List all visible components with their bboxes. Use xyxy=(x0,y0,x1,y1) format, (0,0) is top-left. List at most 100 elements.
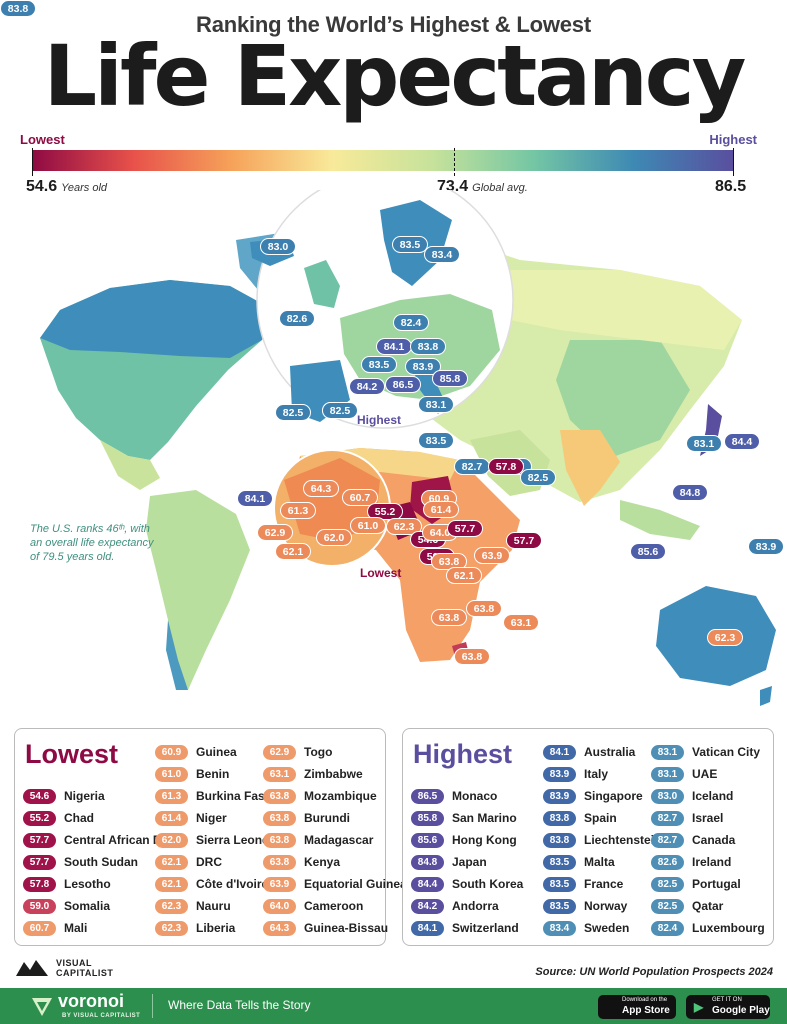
ranking-row: 62.9 Togo xyxy=(263,743,332,761)
ranking-row: 57.7 South Sudan xyxy=(23,853,138,871)
country-name: Niger xyxy=(196,811,227,825)
country-name: Burundi xyxy=(304,811,350,825)
chile-shape xyxy=(166,620,188,690)
map-value-label: 82.5 xyxy=(322,402,358,419)
value-badge: 62.9 xyxy=(263,744,296,760)
map-value-label: 86.5 xyxy=(385,376,421,393)
map-value-label: 85.8 xyxy=(432,370,468,387)
value-badge: 57.8 xyxy=(23,876,56,892)
ranking-row: 55.2 Chad xyxy=(23,809,94,827)
map-value-label: 63.1 xyxy=(503,614,539,631)
color-scale-bar xyxy=(32,150,734,171)
ranking-row: 63.8 Madagascar xyxy=(263,831,373,849)
value-badge: 57.7 xyxy=(23,854,56,870)
map-value-label: 61.3 xyxy=(280,502,316,519)
map-value-label: 83.0 xyxy=(260,238,296,255)
map-value-label: 84.1 xyxy=(237,490,273,507)
lowest-panel-title: Lowest xyxy=(25,739,119,769)
footer-tagline: Where Data Tells the Story xyxy=(168,998,311,1012)
country-name: Israel xyxy=(692,811,724,825)
value-badge: 63.8 xyxy=(263,788,296,804)
map-value-label: 62.9 xyxy=(257,524,293,541)
ranking-row: 82.7 Israel xyxy=(651,809,723,827)
ranking-row: 83.5 Norway xyxy=(543,897,627,915)
map-value-label: 83.1 xyxy=(418,396,454,413)
us-note: The U.S. ranks 46ᵗʰ, with an overall lif… xyxy=(30,523,154,563)
map-value-label: 82.5 xyxy=(275,404,311,421)
ranking-row: 85.8 San Marino xyxy=(411,809,517,827)
world-map xyxy=(40,190,776,706)
map-value-label: 63.8 xyxy=(466,600,502,617)
scale-avg: 73.4 Global avg. xyxy=(437,178,528,195)
source-note: Source: UN World Population Prospects 20… xyxy=(535,966,773,978)
value-badge: 83.4 xyxy=(543,920,576,936)
scale-avg-tick xyxy=(454,148,455,176)
country-name: Sierra Leone xyxy=(196,833,269,847)
country-name: Cameroon xyxy=(304,899,364,913)
value-badge: 63.8 xyxy=(263,832,296,848)
app-store-button[interactable]: Download on the App Store xyxy=(598,995,676,1019)
ranking-row: 84.1 Switzerland xyxy=(411,919,519,937)
india-shape xyxy=(560,430,620,506)
footer-divider xyxy=(152,994,153,1018)
map-value-label: 61.0 xyxy=(350,517,386,534)
value-badge: 83.8 xyxy=(543,832,576,848)
ranking-row: 61.4 Niger xyxy=(155,809,227,827)
country-name: Kenya xyxy=(304,855,341,869)
ranking-row: 62.3 Liberia xyxy=(155,919,235,937)
country-name: Vatican City xyxy=(692,745,761,759)
value-badge: 84.1 xyxy=(543,744,576,760)
value-badge: 60.9 xyxy=(155,744,188,760)
country-name: Hong Kong xyxy=(452,833,517,847)
value-badge: 82.7 xyxy=(651,832,684,848)
value-badge: 63.1 xyxy=(263,766,296,782)
ranking-row: 61.0 Benin xyxy=(155,765,229,783)
ranking-row: 83.1 UAE xyxy=(651,765,717,783)
ranking-row: 64.0 Cameroon xyxy=(263,897,363,915)
value-badge: 55.2 xyxy=(23,810,56,826)
value-badge: 84.8 xyxy=(411,854,444,870)
value-badge: 64.3 xyxy=(263,920,296,936)
ranking-row: 61.3 Burkina Faso xyxy=(155,787,272,805)
value-badge: 82.5 xyxy=(651,876,684,892)
value-badge: 86.5 xyxy=(411,788,444,804)
ranking-row: 62.1 DRC xyxy=(155,853,222,871)
country-name: Malta xyxy=(584,855,615,869)
country-name: Italy xyxy=(584,767,609,781)
country-name: South Sudan xyxy=(64,855,138,869)
ranking-row: 83.0 Iceland xyxy=(651,787,733,805)
footer-bar: voronoi BY VISUAL CAPITALIST Where Data … xyxy=(0,988,787,1024)
google-play-button[interactable]: GET IT ON Google Play ▶ xyxy=(686,995,770,1019)
country-name: Somalia xyxy=(64,899,111,913)
map-value-label: 63.8 xyxy=(454,648,490,665)
map-value-label: 83.5 xyxy=(418,432,454,449)
ranking-row: 60.7 Mali xyxy=(23,919,87,937)
value-badge: 82.7 xyxy=(651,810,684,826)
highest-panel: Highest 86.5 Monaco 85.8 San Marino 85.6 Hong… xyxy=(402,728,774,946)
country-name: Monaco xyxy=(452,789,498,803)
russia-shape xyxy=(500,270,742,350)
ranking-row: 63.8 Kenya xyxy=(263,853,340,871)
map-value-label: 82.4 xyxy=(393,314,429,331)
value-badge: 83.1 xyxy=(651,744,684,760)
value-badge: 62.0 xyxy=(155,832,188,848)
country-name: Nauru xyxy=(196,899,231,913)
ranking-row: 84.2 Andorra xyxy=(411,897,499,915)
value-badge: 85.8 xyxy=(411,810,444,826)
map-value-label: 62.1 xyxy=(275,543,311,560)
value-badge: 82.5 xyxy=(651,898,684,914)
country-name: Liberia xyxy=(196,921,236,935)
ranking-row: 62.0 Sierra Leone xyxy=(155,831,269,849)
country-name: Australia xyxy=(584,745,636,759)
value-badge: 62.1 xyxy=(155,854,188,870)
voronoi-logo-icon xyxy=(30,994,54,1018)
ranking-row: 63.8 Burundi xyxy=(263,809,350,827)
value-badge: 63.8 xyxy=(263,854,296,870)
ranking-row: 64.3 Guinea-Bissau xyxy=(263,919,388,937)
map-value-label: 55.2 xyxy=(367,503,403,520)
ranking-row: 83.1 Vatican City xyxy=(651,743,760,761)
value-badge: 61.3 xyxy=(155,788,188,804)
map-value-label: 83.8 xyxy=(0,0,36,17)
canada-shape xyxy=(40,280,270,358)
country-name: Iceland xyxy=(692,789,734,803)
